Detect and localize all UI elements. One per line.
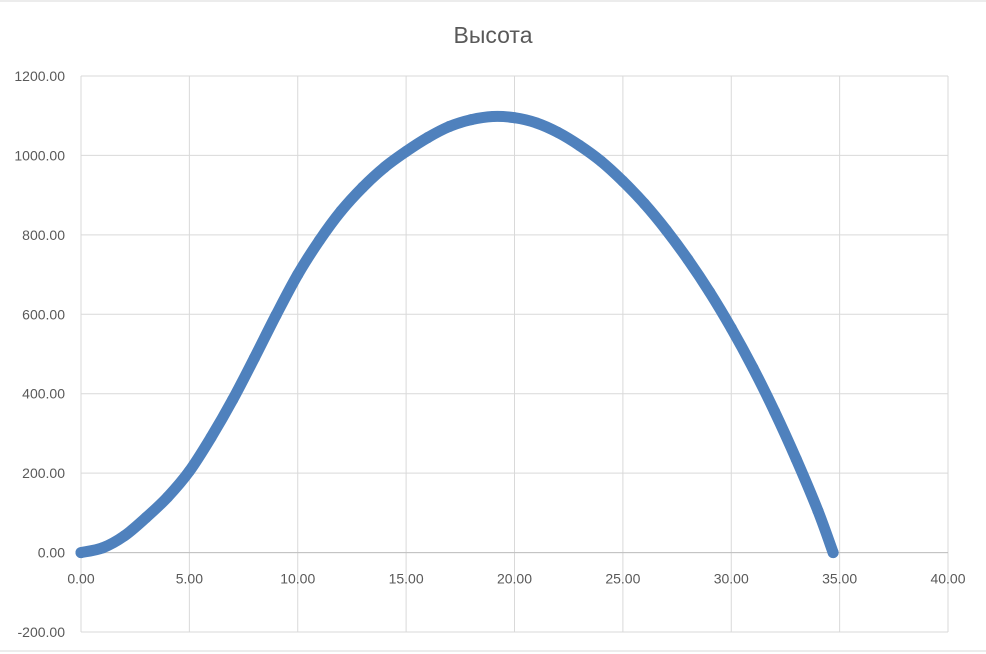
x-tick-label: 5.00 (176, 571, 203, 587)
data-point (617, 175, 629, 187)
data-point (313, 234, 325, 246)
series-line (75, 110, 839, 559)
data-point (335, 205, 347, 217)
x-tick-label: 35.00 (822, 571, 857, 587)
data-point (205, 431, 217, 443)
axis-labels: 0.00 5.00 10.00 15.00 20.00 25.00 30.00 35.00 40… (14, 68, 965, 640)
data-point (790, 453, 802, 465)
y-tick-label: 1200.00 (14, 68, 65, 84)
data-point (509, 112, 520, 124)
y-tick-label: 400.00 (22, 386, 65, 402)
data-point (422, 132, 434, 144)
data-point (574, 140, 586, 151)
grid (80, 75, 949, 633)
data-point (639, 198, 651, 210)
data-point (530, 117, 542, 129)
y-tick-label: -200.00 (18, 624, 66, 640)
x-tick-label: 30.00 (714, 571, 749, 587)
data-point (97, 542, 109, 554)
x-tick-label: 20.00 (497, 571, 532, 587)
x-tick-label: 25.00 (605, 571, 640, 587)
y-tick-label: 1000.00 (14, 147, 65, 163)
data-point (660, 224, 672, 236)
y-tick-label: 200.00 (22, 465, 65, 481)
data-point (725, 322, 737, 334)
data-point (162, 491, 174, 503)
data-point (400, 145, 412, 157)
data-point (118, 530, 130, 542)
x-tick-label: 15.00 (389, 571, 424, 587)
x-tick-label: 40.00 (930, 571, 965, 587)
data-point (682, 253, 694, 265)
data-point (769, 406, 781, 418)
series (75, 110, 839, 559)
y-tick-label: 800.00 (22, 227, 65, 243)
data-point (465, 114, 477, 126)
x-tick-label: 10.00 (280, 571, 315, 587)
data-point (595, 155, 607, 167)
x-tick-label: 0.00 (67, 571, 94, 587)
data-point (747, 362, 759, 374)
data-point (378, 161, 390, 173)
data-point (183, 465, 195, 477)
data-point (812, 505, 824, 517)
data-point (443, 120, 455, 132)
y-tick-label: 0.00 (38, 545, 65, 561)
data-point (357, 181, 369, 193)
data-point (292, 269, 304, 281)
data-point (827, 547, 839, 559)
data-point (140, 512, 152, 524)
data-point (248, 352, 260, 364)
data-point (75, 547, 87, 559)
data-point (227, 394, 239, 406)
chart-title: Высота (454, 22, 533, 48)
data-point (704, 286, 716, 298)
data-point (487, 111, 499, 123)
data-point (552, 126, 564, 138)
y-tick-label: 600.00 (22, 306, 65, 322)
data-point (270, 309, 282, 321)
